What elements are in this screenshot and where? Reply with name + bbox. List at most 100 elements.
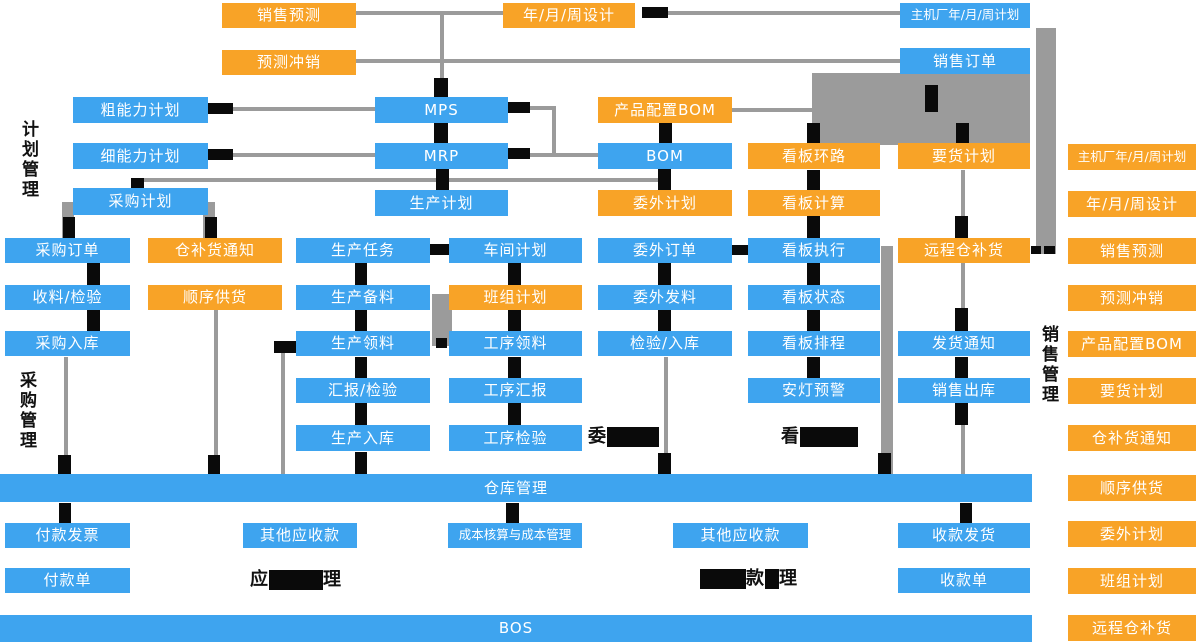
node-receipt-delivery: 收款发货: [898, 523, 1030, 548]
node-sales-order: 销售订单: [900, 48, 1030, 74]
connector-line-v-14: [664, 357, 668, 457]
connector-bar-14: [807, 310, 820, 331]
connector-bar-42: [205, 149, 233, 160]
node-kanban-execute: 看板执行: [748, 238, 880, 263]
connector-line-h-7: [528, 153, 598, 157]
connector-line-h-5: [232, 153, 375, 157]
legend-outsource-plan: 委外计划: [1068, 521, 1196, 547]
node-purchase-plan: 采购计划: [73, 188, 208, 215]
connector-bar-49: [1031, 246, 1041, 254]
node-inspect-inbound: 检验/入库: [598, 331, 732, 356]
connector-line-h-3: [232, 107, 375, 111]
connector-bar-48: [274, 341, 296, 353]
redaction-bar: [269, 570, 323, 590]
connector-line-v-10: [552, 106, 556, 157]
node-delivery-notice: 发货通知: [898, 331, 1030, 356]
node-purchase-inbound: 采购入库: [5, 331, 130, 356]
gray-mid-trunk: [881, 246, 893, 474]
legend-demand-plan: 要货计划: [1068, 378, 1196, 404]
connector-bar-50: [1044, 246, 1055, 254]
connector-line-v-15: [961, 170, 965, 220]
redacted-label-text: 委: [588, 426, 607, 447]
connector-bar-34: [508, 262, 521, 285]
connector-bar-4: [658, 168, 671, 190]
connector-line-v-13: [281, 352, 285, 474]
node-production-plan: 生产计划: [375, 190, 508, 216]
connector-bar-26: [878, 453, 891, 474]
node-warehouse-replenish-notice: 仓补货通知: [148, 238, 282, 263]
connector-line-h-2: [356, 59, 900, 63]
gray-junction-box: [812, 73, 1030, 145]
connector-bar-35: [508, 310, 521, 331]
connector-bar-7: [205, 217, 217, 238]
label-purchase-management: 采购管理: [16, 371, 36, 451]
legend-team-plan: 班组计划: [1068, 568, 1196, 594]
connector-bar-5: [131, 178, 144, 190]
label-plan-management: 计划管理: [18, 120, 38, 200]
node-sequence-supply: 顺序供货: [148, 285, 282, 310]
node-team-plan: 班组计划: [449, 285, 582, 310]
connector-line-h-4: [732, 108, 812, 112]
node-other-receivables-1: 其他应收款: [243, 523, 357, 548]
node-receive-inspect: 收料/检验: [5, 285, 130, 310]
connector-bar-2: [436, 168, 449, 190]
connector-bar-21: [58, 455, 71, 474]
connector-bar-3: [659, 123, 672, 143]
node-kanban-schedule: 看板排程: [748, 331, 880, 356]
connector-bar-31: [355, 310, 367, 331]
node-production-picking: 生产领料: [296, 331, 430, 356]
connector-line-h-1: [668, 11, 900, 15]
connector-bar-28: [87, 263, 100, 285]
connector-line-v-12: [214, 310, 218, 474]
connector-line-v-16: [961, 263, 965, 311]
gray-right-trunk: [1036, 28, 1056, 254]
node-kanban-loop: 看板环路: [748, 143, 880, 169]
connector-bar-41: [205, 103, 233, 114]
redaction-bar: [700, 569, 746, 589]
node-remote-replenish: 远程仓补货: [898, 238, 1030, 263]
node-outsource-plan: 委外计划: [598, 190, 732, 216]
connector-bar-15: [807, 357, 820, 378]
node-receipt-slip: 收款单: [898, 568, 1030, 593]
legend-period-design: 年/月/周设计: [1068, 191, 1196, 217]
node-mrp: MRP: [375, 143, 508, 169]
connector-bar-10: [956, 123, 969, 144]
node-cost-accounting: 成本核算与成本管理: [448, 523, 582, 548]
redacted-label-text: 款: [746, 568, 765, 589]
node-bom: BOM: [598, 143, 732, 169]
connector-bar-38: [658, 263, 671, 285]
node-payment-invoice: 付款发票: [5, 523, 130, 548]
node-production-task: 生产任务: [296, 238, 430, 263]
node-sales-outbound: 销售出库: [898, 378, 1030, 403]
node-report-inspect: 汇报/检验: [296, 378, 430, 403]
connector-bar-46: [429, 244, 455, 255]
label-receivable-management: 款理: [700, 569, 798, 589]
redacted-label-text: 应: [250, 569, 269, 590]
connector-line-v-11: [64, 357, 68, 474]
connector-bar-47: [729, 245, 749, 255]
legend-remote-replenish: 远程仓补货: [1068, 615, 1196, 641]
connector-bar-25: [658, 453, 671, 474]
node-oem-period-plan-top: 主机厂年/月/周计划: [900, 3, 1030, 28]
connector-bar-23: [208, 455, 220, 474]
connector-line-h-6: [528, 106, 556, 110]
redaction-bar: [607, 427, 659, 447]
connector-bar-32: [355, 357, 367, 378]
node-mps: MPS: [375, 97, 508, 123]
redaction-bar: [765, 569, 779, 589]
connector-bar-36: [508, 357, 521, 378]
connector-bar-12: [807, 216, 820, 238]
node-fine-capacity-plan: 细能力计划: [73, 143, 208, 169]
connector-bar-22: [59, 503, 71, 523]
node-period-design-top: 年/月/周设计: [503, 3, 635, 28]
node-outsource-issue: 委外发料: [598, 285, 732, 310]
node-process-picking: 工序领料: [449, 331, 582, 356]
connector-bar-0: [434, 78, 448, 98]
node-andon-warning: 安灯预警: [748, 378, 880, 403]
node-production-prepare: 生产备料: [296, 285, 430, 310]
legend-product-config-bom: 产品配置BOM: [1068, 331, 1196, 357]
connector-bar-8: [925, 85, 938, 112]
redacted-label-text: 理: [323, 569, 342, 590]
connector-bar-45: [642, 7, 668, 18]
